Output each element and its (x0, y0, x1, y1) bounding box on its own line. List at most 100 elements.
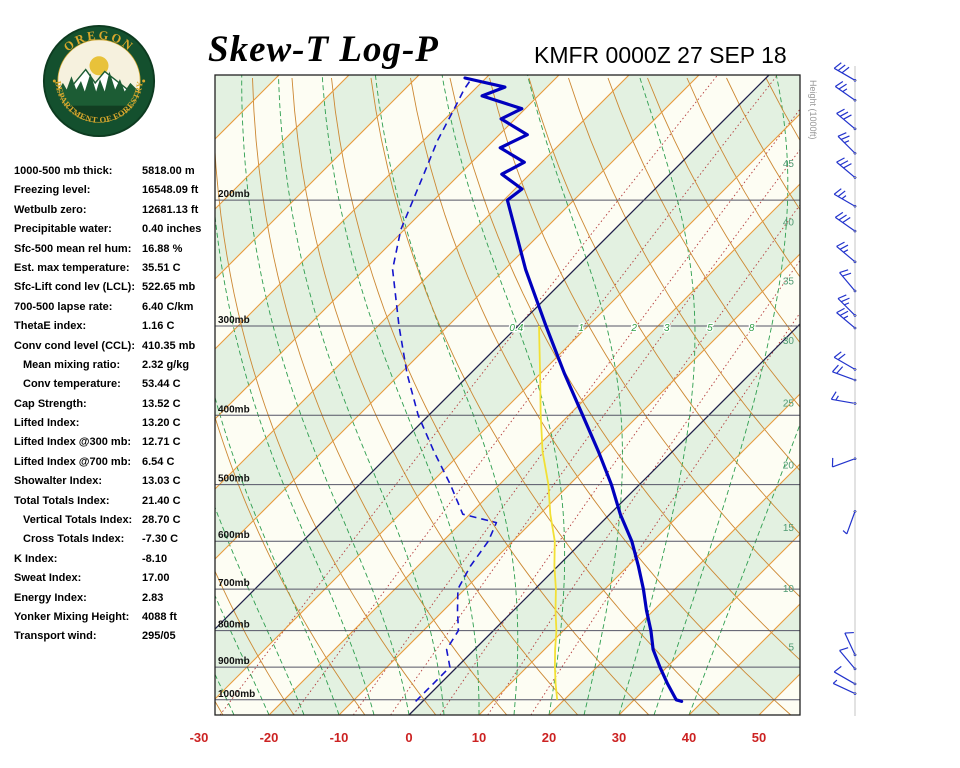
index-label: ThetaE index: (14, 320, 87, 333)
temperature-trace (463, 76, 684, 703)
index-row: Conv cond level (CCL): 410.35 mb (14, 340, 216, 359)
isotherm (829, 75, 960, 715)
height-axis-label: 25 (783, 398, 795, 409)
index-label: Total Totals Index: (14, 494, 110, 507)
index-label: Cap Strength: (14, 397, 87, 410)
temperature-band (215, 75, 800, 699)
index-value: 12.71 C (142, 436, 181, 449)
index-label: Est. max temperature: (14, 261, 130, 274)
temp-axis-label: -20 (260, 730, 279, 745)
index-row: Total Totals Index: 21.40 C (14, 495, 216, 514)
index-value: -7.30 C (142, 533, 179, 546)
mixing-ratio-label: 0.4 (509, 323, 523, 334)
wind-barb (836, 161, 856, 179)
isotherm (215, 75, 420, 280)
wind-barb (833, 356, 856, 370)
wind-barb (834, 216, 856, 232)
isotherm (548, 463, 800, 715)
dry-adiabat (806, 78, 960, 715)
temp-axis-label: -10 (330, 730, 349, 745)
isotherm (215, 75, 630, 490)
index-value: 2.83 (142, 591, 164, 604)
index-row: Sfc-500 mean rel hum: 16.88 % (14, 243, 216, 262)
index-row: Sfc-Lift cond lev (LCL): 522.65 mb (14, 281, 216, 300)
index-row: Vertical Totals Index: 28.70 C (14, 514, 216, 533)
logo-scene (58, 40, 140, 122)
dry-adiabat (291, 77, 579, 715)
wind-barb (839, 272, 856, 292)
moist-adiabat (215, 395, 340, 715)
chart-border (214, 74, 801, 716)
dry-adiabat (449, 77, 800, 661)
temp-axis-label: 10 (472, 730, 486, 745)
height-axis-label: 35 (783, 277, 795, 288)
pressure-label: 200mb (218, 189, 250, 200)
index-value: 4088 ft (142, 610, 177, 623)
temp-axis-label: -30 (190, 730, 209, 745)
index-label: Freezing level: (14, 184, 91, 197)
wind-barb (832, 371, 856, 381)
temp-axis-label: 40 (682, 730, 696, 745)
mixing-ratio-line (487, 259, 800, 715)
wind-barb (833, 67, 856, 81)
temperature-band (829, 75, 960, 715)
dry-adiabat (215, 144, 437, 715)
wind-barb (833, 671, 856, 685)
odf-logo-icon: OREGON DEPARTMENT OF FORESTRY (42, 24, 156, 138)
index-value: 295/05 (142, 630, 176, 643)
mixing-ratio-line (292, 75, 778, 715)
height-axis-label: 20 (783, 460, 795, 471)
height-axis-label: 10 (783, 584, 795, 595)
index-row: K Index: -8.10 (14, 553, 216, 572)
wind-barb (839, 650, 856, 670)
index-row: Cap Strength: 13.52 C (14, 398, 216, 417)
indices-panel: 1000-500 mb thick: 5818.00 m Freezing leve… (14, 165, 216, 650)
index-value: 35.51 C (142, 261, 181, 274)
pressure-label: 900mb (218, 656, 250, 667)
height-axis-label: 40 (783, 218, 795, 229)
temp-axis-label: 30 (612, 730, 626, 745)
index-value: 12681.13 ft (142, 203, 199, 216)
index-row: Yonker Mixing Height: 4088 ft (14, 611, 216, 630)
chart-area: 0.4 1 2 3 5 8 (215, 75, 960, 715)
moist-adiabat (618, 75, 696, 715)
height-axis-label: 30 (783, 336, 795, 347)
index-label: Lifted Index @700 mb: (14, 455, 132, 468)
index-row: Mean mixing ratio: 2.32 g/kg (14, 359, 216, 378)
dry-adiabat (607, 77, 800, 408)
index-label: K Index: (14, 552, 58, 565)
moist-adiabat (241, 75, 410, 715)
moist-adiabat (215, 211, 375, 715)
logo-sun (89, 56, 109, 76)
index-value: 410.35 mb (142, 339, 196, 352)
wind-barb (833, 193, 856, 207)
temp-axis-label: 50 (752, 730, 766, 745)
index-row: Est. max temperature: 35.51 C (14, 262, 216, 281)
index-value: 53.44 C (142, 378, 181, 391)
mixing-ratio-label: 8 (749, 323, 755, 334)
pressure-label: 400mb (218, 404, 250, 415)
index-value: 6.54 C (142, 455, 175, 468)
wind-barb (836, 245, 856, 263)
index-label: Conv temperature: (23, 378, 121, 391)
index-value: 6.40 C/km (142, 300, 194, 313)
pressure-label: 700mb (218, 578, 250, 589)
mixing-ratio-label: 1 (578, 323, 584, 334)
index-row: Lifted Index @700 mb: 6.54 C (14, 456, 216, 475)
index-value: 16548.09 ft (142, 184, 199, 197)
index-row: Precipitable water: 0.40 inches (14, 223, 216, 242)
pressure-label: 500mb (218, 474, 250, 485)
dry-adiabat (568, 77, 800, 472)
isotherm-highlight (408, 323, 800, 715)
mixing-ratio-label: 2 (630, 323, 637, 334)
index-label: Conv cond level (CCL): (14, 339, 136, 352)
isotherm (618, 533, 800, 715)
wind-barb (837, 135, 856, 154)
index-value: 16.88 % (142, 242, 183, 255)
mixing-ratio-label: 3 (664, 323, 670, 334)
isotherm (268, 183, 800, 715)
wind-barb (832, 682, 856, 695)
index-row: Transport wind: 295/05 (14, 630, 216, 649)
wind-barb (834, 85, 856, 101)
